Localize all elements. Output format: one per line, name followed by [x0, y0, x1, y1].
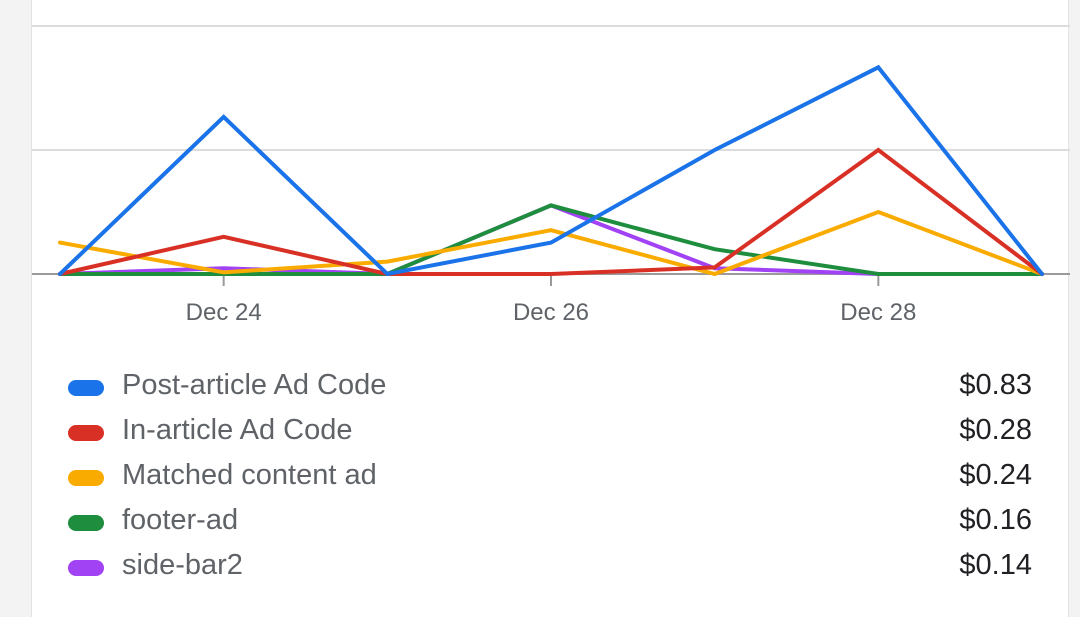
legend-item[interactable]: side-bar2 $0.14 — [32, 544, 1032, 589]
legend-label: side-bar2 — [122, 549, 243, 581]
legend-value: $0.83 — [959, 369, 1032, 401]
legend-label: In-article Ad Code — [122, 414, 353, 446]
legend-item[interactable]: In-article Ad Code $0.28 — [32, 409, 1032, 454]
legend-swatch — [68, 515, 104, 531]
x-tick-label: Dec 26 — [513, 299, 589, 326]
chart-card: Dec 24 Dec 26 Dec 28 Post-article Ad Code $… — [31, 0, 1070, 617]
legend-swatch — [68, 380, 104, 396]
legend-value: $0.28 — [959, 414, 1032, 446]
legend-label: Matched content ad — [122, 459, 377, 491]
legend-swatch — [68, 425, 104, 441]
legend-swatch — [68, 470, 104, 486]
series-line-post-article-ad-code — [58, 64, 1044, 277]
legend-swatch — [68, 560, 104, 576]
legend-value: $0.14 — [959, 549, 1032, 581]
legend-label: Post-article Ad Code — [122, 369, 387, 401]
legend-value: $0.24 — [959, 459, 1032, 491]
chart-legend: Post-article Ad Code $0.83 In-article Ad C… — [32, 364, 1032, 589]
series-line-in-article-ad-code — [58, 147, 1044, 276]
legend-item[interactable]: footer-ad $0.16 — [32, 499, 1032, 544]
legend-value: $0.16 — [959, 504, 1032, 536]
x-tick-label: Dec 28 — [840, 299, 916, 326]
x-tick-label: Dec 24 — [186, 299, 262, 326]
series-line-matched-content-ad — [58, 209, 1044, 277]
legend-item[interactable]: Post-article Ad Code $0.83 — [32, 364, 1032, 409]
legend-item[interactable]: Matched content ad $0.24 — [32, 454, 1032, 499]
legend-label: footer-ad — [122, 504, 239, 536]
line-chart: Dec 24 Dec 26 Dec 28 — [32, 25, 1070, 326]
